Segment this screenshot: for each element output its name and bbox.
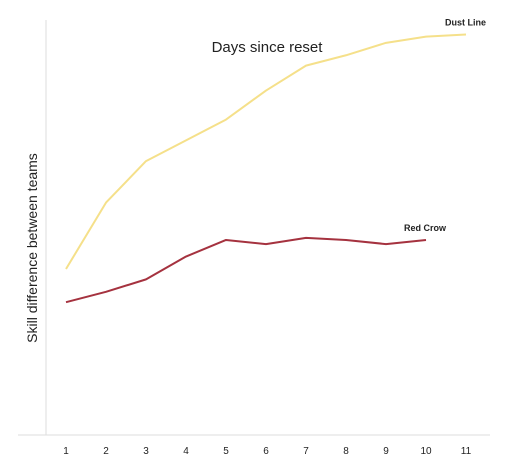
x-tick-label: 1 <box>63 446 69 457</box>
x-tick-label: 4 <box>183 446 189 457</box>
series-line-dust-line <box>65 33 467 270</box>
x-tick-label: 2 <box>103 446 109 457</box>
x-tick-label: 10 <box>420 446 432 457</box>
series-layer: Dust Line Red Crow <box>65 18 486 304</box>
chart-title: Days since reset <box>212 39 324 56</box>
y-axis-label: Skill difference between teams <box>24 153 40 343</box>
x-tick-labels: 1 2 3 4 5 6 7 8 9 10 11 <box>63 446 471 457</box>
series-line-red-crow <box>65 236 427 304</box>
x-tick-label: 3 <box>143 446 149 457</box>
series-label-dust-line: Dust Line <box>445 18 486 28</box>
x-tick-label: 9 <box>383 446 389 457</box>
x-tick-label: 7 <box>303 446 309 457</box>
series-label-red-crow: Red Crow <box>404 223 447 233</box>
x-tick-label: 6 <box>263 446 269 457</box>
x-tick-label: 8 <box>343 446 349 457</box>
x-tick-label: 5 <box>223 446 229 457</box>
x-tick-label: 11 <box>461 446 472 457</box>
